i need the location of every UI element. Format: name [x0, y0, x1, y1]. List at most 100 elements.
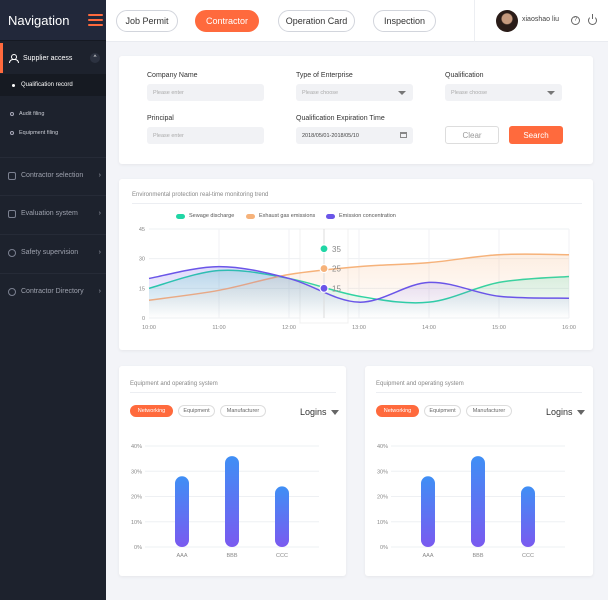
divider [474, 0, 475, 42]
y-tick-label: 45 [139, 227, 145, 233]
sidebar-item-label: Safety supervision [21, 249, 79, 256]
sidebar-item-evaluation-system[interactable]: Evaluation system › [0, 195, 106, 231]
logins-dropdown[interactable]: Logins [546, 407, 585, 417]
y-tick-label: 20% [377, 495, 388, 501]
help-icon[interactable]: ? [571, 16, 580, 25]
bar-chart: 0% 10% 20% 30% 40% AAA BBB CCC [377, 444, 565, 559]
qualification-label: Qualification [445, 72, 484, 79]
tab-job-permit[interactable]: Job Permit [116, 10, 178, 32]
bar-chart: 0% 10% 20% 30% 40% AAA BBB CCC [131, 444, 319, 559]
trend-chart-title: Environmental protection real-time monit… [132, 192, 269, 198]
sidebar-item-contractor-selection[interactable]: Contractor selection › [0, 157, 106, 193]
enterprise-type-select[interactable]: Please choose [296, 84, 413, 101]
legend-exhaust[interactable]: Exhaust gas emissions [246, 213, 315, 219]
avatar[interactable] [496, 10, 518, 32]
principal-input[interactable]: Please enter [147, 127, 264, 144]
sidebar-item-safety-supervision[interactable]: Safety supervision › [0, 234, 106, 270]
bar [275, 486, 289, 547]
divider [132, 203, 582, 204]
expiration-date-value: 2018/05/01-2018/05/10 [302, 132, 359, 139]
bar [225, 456, 239, 547]
chevron-down-icon [576, 409, 585, 415]
series-area-3 [149, 266, 569, 318]
legend-label: Emission concentration [339, 213, 396, 219]
trend-chart-panel: Environmental protection real-time monit… [119, 179, 593, 350]
sidebar-item-audit-filing[interactable]: Audit filing [0, 105, 106, 123]
tooltip-value: 15 [332, 284, 341, 293]
bar-panel-title: Equipment and operating system [130, 381, 218, 387]
tab-contractor[interactable]: Contractor [195, 10, 259, 32]
enterprise-type-label: Type of Enterprise [296, 72, 353, 79]
tooltip-value: 35 [332, 245, 341, 254]
y-tick-label: 20% [131, 495, 142, 501]
top-bar: Job Permit Contractor Operation Card Ins… [106, 0, 608, 42]
bar-panel-left: Equipment and operating system Networkin… [119, 366, 346, 576]
y-tick-label: 40% [377, 444, 388, 450]
directory-icon [8, 287, 16, 296]
logout-icon[interactable] [588, 14, 597, 25]
menu-toggle-icon[interactable] [82, 0, 106, 41]
tooltip-value: 25 [332, 265, 341, 274]
pill-manufacturer[interactable]: Manufacturer [466, 405, 512, 417]
enterprise-type-placeholder: Please choose [302, 89, 339, 96]
bar [521, 486, 535, 547]
clear-button[interactable]: Clear [445, 126, 499, 144]
logins-dropdown[interactable]: Logins [300, 407, 339, 417]
bar-panel-title: Equipment and operating system [376, 381, 464, 387]
pill-equipment[interactable]: Equipment [424, 405, 461, 417]
x-tick-label: 13:00 [352, 325, 366, 331]
chevron-right-icon: › [98, 210, 101, 217]
sidebar-item-label: Qualification record [21, 82, 73, 88]
x-tick-label: 14:00 [422, 325, 436, 331]
y-tick-label: 40% [131, 444, 142, 450]
bullet-icon [12, 83, 15, 87]
legend-sewage[interactable]: Sewage discharge [176, 213, 234, 219]
x-tick-label: 12:00 [282, 325, 296, 331]
qualification-placeholder: Please choose [451, 89, 488, 96]
y-tick-label: 0% [134, 545, 142, 551]
sidebar-item-label: Contractor selection [21, 172, 84, 179]
tooltip-point [319, 244, 329, 254]
chevron-down-icon [330, 409, 339, 415]
legend-emission[interactable]: Emission concentration [326, 213, 396, 219]
expiration-date-input[interactable]: 2018/05/01-2018/05/10 [296, 127, 413, 144]
sidebar-item-label: Equipment filing [19, 130, 59, 136]
search-button[interactable]: Search [509, 126, 563, 144]
sidebar-item-qualification-record[interactable]: Qualification record [0, 74, 106, 96]
logins-label: Logins [300, 407, 327, 417]
sidebar-item-label: Evaluation system [21, 210, 78, 217]
pill-manufacturer[interactable]: Manufacturer [220, 405, 266, 417]
y-tick-label: 0 [142, 316, 145, 322]
sidebar-item-label: Contractor Directory [21, 288, 84, 295]
chevron-up-icon[interactable]: ^ [90, 53, 100, 63]
pill-networking[interactable]: Networking [376, 405, 419, 417]
sidebar-item-equipment-filing[interactable]: Equipment filing [0, 124, 106, 142]
qualification-select[interactable]: Please choose [445, 84, 562, 101]
company-name-input[interactable]: Please enter [147, 84, 264, 101]
x-tick-label: 15:00 [492, 325, 506, 331]
tab-inspection[interactable]: Inspection [373, 10, 436, 32]
tooltip-point [319, 283, 329, 293]
sidebar-group-label: Supplier access [23, 54, 73, 62]
username[interactable]: xiaoshao liu [522, 16, 559, 23]
y-tick-label: 30 [139, 257, 145, 263]
calendar-icon [400, 132, 407, 138]
series-line-3 [148, 265, 570, 303]
x-tick-label: AAA [422, 553, 433, 559]
chevron-down-icon [547, 91, 555, 95]
expiration-label: Qualification Expiration Time [296, 115, 385, 122]
x-tick-label: 11:00 [212, 325, 225, 331]
sidebar-group-supplier-access[interactable]: Supplier access ^ [0, 43, 106, 73]
x-tick-label: CCC [522, 553, 534, 559]
tab-operation-card[interactable]: Operation Card [278, 10, 355, 32]
pill-networking[interactable]: Networking [130, 405, 173, 417]
x-tick-label: BBB [226, 553, 237, 559]
bar [421, 476, 435, 547]
principal-label: Principal [147, 115, 174, 122]
sidebar-item-contractor-directory[interactable]: Contractor Directory › [0, 273, 106, 309]
x-tick-label: 10:00 [142, 325, 156, 331]
x-tick-label: CCC [276, 553, 288, 559]
pill-equipment[interactable]: Equipment [178, 405, 215, 417]
y-tick-label: 15 [139, 286, 145, 292]
clipboard-icon [8, 171, 16, 180]
